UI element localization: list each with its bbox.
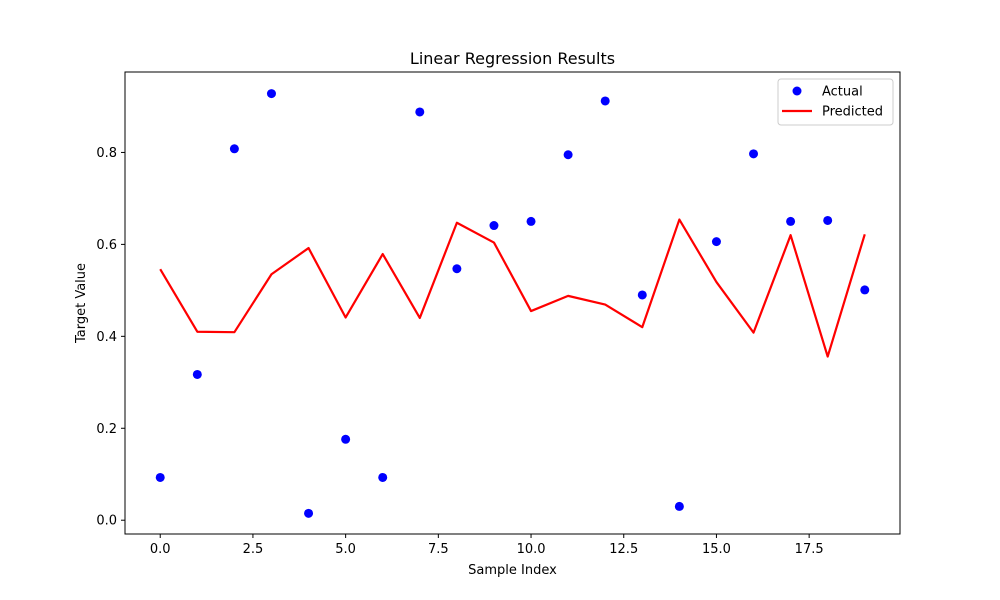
- data-point-actual: [860, 285, 870, 295]
- data-point-actual: [341, 434, 351, 444]
- data-point-actual: [155, 472, 165, 482]
- y-tick-label: 0.8: [96, 146, 117, 161]
- legend-marker-actual: [792, 86, 802, 96]
- x-tick-label: 17.5: [795, 542, 824, 557]
- x-tick-label: 10.0: [517, 542, 546, 557]
- data-point-actual: [266, 89, 276, 99]
- x-tick-label: 12.5: [609, 542, 638, 557]
- x-axis-label: Sample Index: [468, 563, 557, 578]
- data-point-actual: [304, 508, 314, 518]
- data-point-actual: [786, 216, 796, 226]
- x-tick-label: 0.0: [150, 542, 171, 557]
- chart-title: Linear Regression Results: [410, 49, 615, 68]
- legend-label: Predicted: [822, 105, 883, 120]
- y-tick-label: 0.0: [96, 514, 117, 529]
- legend-box: [777, 78, 894, 126]
- legend: Actual Predicted: [777, 78, 894, 126]
- data-point-actual: [378, 472, 388, 482]
- marks-layer: [155, 89, 870, 518]
- x-tick-label: 2.5: [243, 542, 264, 557]
- data-point-actual: [229, 144, 239, 154]
- x-tick-label: 15.0: [702, 542, 731, 557]
- x-tick-label: 5.0: [335, 542, 356, 557]
- data-point-actual: [749, 149, 759, 159]
- y-tick-label: 0.6: [96, 238, 117, 253]
- data-point-actual: [823, 215, 833, 225]
- data-point-actual: [452, 264, 462, 274]
- data-point-actual: [637, 290, 647, 300]
- ticks-layer: 0.0 2.5 5.0 7.5 10.0 12.5 15.0 17.5 0.0 0.2 0.4 0.6…: [96, 146, 823, 557]
- data-point-actual: [711, 237, 721, 247]
- plot-area-frame: [124, 71, 901, 535]
- x-tick-label: 7.5: [428, 542, 449, 557]
- data-point-actual: [489, 221, 499, 231]
- data-point-actual: [526, 216, 536, 226]
- data-point-actual: [674, 501, 684, 511]
- data-point-actual: [600, 96, 610, 106]
- y-axis-label: Target Value: [74, 263, 89, 344]
- data-point-actual: [192, 369, 202, 379]
- series-line-predicted: [159, 218, 866, 358]
- data-point-actual: [563, 150, 573, 160]
- y-tick-label: 0.4: [96, 330, 117, 345]
- legend-label: Actual: [822, 85, 863, 100]
- y-tick-label: 0.2: [96, 422, 117, 437]
- data-point-actual: [415, 107, 425, 117]
